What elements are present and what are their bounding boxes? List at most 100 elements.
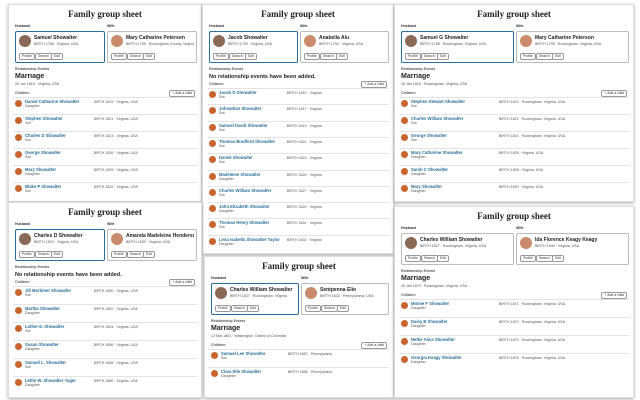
child-name[interactable]: Lena Isabella Showalter Taylor [219,236,280,242]
child-name[interactable]: Georgia Keagy Showalter [411,355,462,360]
action-button[interactable]: Edit [336,53,348,60]
action-button[interactable]: Edit [51,53,63,60]
action-button[interactable]: Search [421,255,438,262]
husband-card: Jacob Showalter BIRTH 1790 · Virginia, US… [209,31,298,63]
child-birth: BIRTH 1832 · Virginia, USA [93,185,138,189]
action-button[interactable]: Profile [305,305,321,312]
child-name[interactable]: Susan Showalter [25,342,59,347]
child-name[interactable]: Daniel Showalter [219,155,253,161]
child-birth: BIRTH 1826 · Virginia, USA [93,151,138,155]
action-button[interactable]: Search [35,251,52,258]
child-name[interactable]: Mary Showalter [411,184,442,189]
action-button[interactable]: Search [229,53,246,60]
action-button[interactable]: Profile [111,53,127,60]
child-name[interactable]: George Showalter [411,133,447,138]
add-child-button[interactable]: + Add a child [361,342,387,349]
child-avatar [15,361,22,368]
child-row: Luther E. Showalter Son BIRTH 1854 · Virgi… [13,322,197,340]
child-avatar [15,289,22,296]
action-button[interactable]: Edit [437,53,449,60]
child-row: Susan Showalter Daughter BIRTH 1856 · Virg… [13,340,197,358]
action-button[interactable]: Profile [405,53,421,60]
person-name: Charles William Showalter [420,237,483,243]
child-name[interactable]: Jacob O Showalter [219,90,257,95]
action-button[interactable]: Edit [51,251,63,258]
child-name[interactable]: Luther E. Showalter [25,324,65,329]
action-button[interactable]: Search [320,53,337,60]
action-button[interactable]: Profile [405,255,421,262]
child-row: Samuel David Showalter Son BIRTH 1819 · Vi… [207,120,389,137]
family-sheet-panel: Family group sheet Husband Charles William… [204,256,394,398]
child-name[interactable]: Jill Mortimer Showalter [25,288,72,293]
event-text: 16 Jan 1870 · Rockingham, Virginia, USA [401,284,468,288]
child-name[interactable]: Thomas Henry Showalter [219,220,270,226]
child-name[interactable]: Daniel Catharine Showalter [25,99,80,104]
action-button[interactable]: Edit [437,255,449,262]
child-name[interactable]: Blake P Showalter [25,184,62,189]
child-name[interactable]: Mary Catharine Showalter [411,150,463,155]
child-name[interactable]: Johnathan Showalter [219,106,262,112]
action-button[interactable]: Profile [520,255,536,262]
child-name[interactable]: George Showalter [25,150,61,155]
child-name[interactable]: Lettie W. Showalter Yager [25,378,76,383]
action-button[interactable]: Edit [552,255,564,262]
add-child-button[interactable]: + Add a child [601,90,627,97]
action-button[interactable]: Edit [337,305,349,312]
child-avatar [209,188,216,196]
sheet-title: Family group sheet [261,9,335,19]
child-relation: Daughter [219,241,234,246]
child-name[interactable]: Sarah C Showalter [411,167,449,172]
action-button[interactable]: Search [536,255,553,262]
child-name[interactable]: Samuel Lee Showalter [221,351,266,356]
action-button[interactable]: Profile [19,53,35,60]
action-button[interactable]: Search [35,53,52,60]
children-label: Children [15,280,30,284]
action-button[interactable]: Edit [143,53,155,60]
child-name[interactable]: John Elizabeth Showalter [219,204,270,210]
child-name[interactable]: Clara Elle Showalter [221,369,262,374]
child-row: Clara Elle Showalter Daughter BIRTH 1855 ·… [209,367,389,385]
child-name[interactable]: Stephen Showalter [25,116,63,121]
child-name[interactable]: Minnie F Showalter [411,301,450,306]
action-button[interactable]: Edit [552,53,564,60]
action-button[interactable]: Edit [143,251,155,258]
action-button[interactable]: Profile [215,305,231,312]
action-button[interactable]: Search [321,305,338,312]
child-birth: BIRTH 1829 · Virginia, USA [93,168,138,172]
action-button[interactable]: Search [127,251,144,258]
event-heading: Marriage [401,73,431,80]
action-button[interactable]: Profile [304,53,320,60]
child-name[interactable]: Daisy B Showalter [411,319,448,324]
action-button[interactable]: Profile [19,251,35,258]
action-button[interactable]: Profile [213,53,229,60]
child-name[interactable]: Charles William Showalter [219,187,272,193]
action-button[interactable]: Search [421,53,438,60]
action-button[interactable]: Search [536,53,553,60]
child-relation: Daughter [411,342,426,346]
child-name[interactable]: Stephen Stewart Showalter [411,99,465,104]
add-child-button[interactable]: + Add a child [361,81,387,88]
child-name[interactable]: Samuel L. Showalter [25,360,66,365]
child-name[interactable]: Mary Showalter [25,167,56,172]
action-button[interactable]: Edit [245,53,257,60]
action-button[interactable]: Profile [111,251,127,258]
child-name[interactable]: Martha Showalter [25,306,60,311]
child-name[interactable]: Thomas Bradford Showalter [219,138,276,144]
child-name[interactable]: Charles William Showalter [411,116,464,121]
child-name[interactable]: Samuel David Showalter [219,122,268,128]
action-button[interactable]: Search [127,53,144,60]
add-child-button[interactable]: + Add a child [169,279,195,286]
person-details: BIRTH 1832 · Pennsylvania, USA [320,294,374,298]
add-child-button[interactable]: + Add a child [601,292,627,299]
child-name[interactable]: Madeleine Showalter [219,171,261,177]
wife-card: Mary Catharine Peterson BIRTH 1795 · Rock… [107,31,197,63]
add-child-button[interactable]: + Add a child [169,90,195,97]
child-relation: Son [411,138,418,142]
child-avatar [209,205,216,213]
action-button[interactable]: Edit [247,305,259,312]
action-button[interactable]: Search [231,305,248,312]
child-name[interactable]: Nettie Alice Showalter [411,337,455,342]
action-button[interactable]: Profile [520,53,536,60]
child-name[interactable]: Charles D Showalter [25,133,66,138]
events-label: Relationship Events [209,67,244,71]
